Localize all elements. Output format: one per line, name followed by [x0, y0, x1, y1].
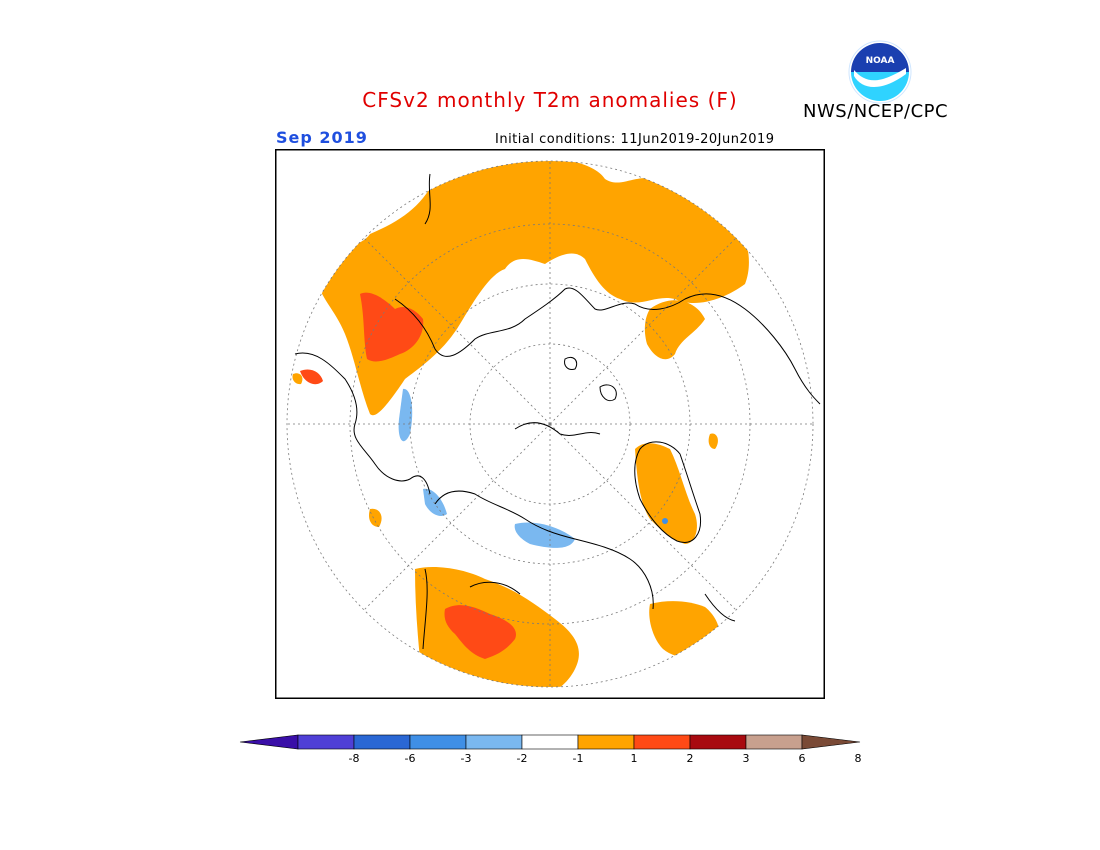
colorbar-tick-label: -3 [461, 752, 472, 765]
anomaly-shading [292, 161, 749, 687]
colorbar-tick-label: 8 [855, 752, 862, 765]
colorbar-box [465, 734, 523, 750]
polar-anomaly-map [275, 149, 825, 699]
map-border [275, 149, 825, 699]
colorbar-box [353, 734, 411, 750]
colorbar-tick-label: -6 [405, 752, 416, 765]
colorbar-box [745, 734, 803, 750]
target-month-label: Sep 2019 [276, 128, 368, 147]
colorbar-tick-label: -8 [349, 752, 360, 765]
alaska-cool-patch [423, 488, 447, 516]
colorbar-box [409, 734, 467, 750]
europe-warm-region [644, 300, 705, 360]
north-america-hot-core [444, 605, 516, 659]
graticule [286, 160, 814, 688]
colorbar-tick-label: 3 [743, 752, 750, 765]
chart-title: CFSv2 monthly T2m anomalies (F) [362, 88, 738, 112]
greenland-warm-region [635, 443, 697, 544]
siberia-hot-core [360, 292, 424, 362]
colorbar-box [633, 734, 691, 750]
colorbar-box [521, 734, 579, 750]
coastlines [294, 173, 821, 650]
colorbar-tick-label: 1 [631, 752, 638, 765]
colorbar-tick-label: -2 [517, 752, 528, 765]
arctic-archipelago-cool-patch [514, 522, 575, 548]
colorbar-box [689, 734, 747, 750]
colorbar-tick-label: 6 [799, 752, 806, 765]
initial-conditions-label: Initial conditions: 11Jun2019-20Jun2019 [495, 132, 775, 147]
colorbar-arrow-low [239, 734, 299, 750]
colorbar-box [577, 734, 635, 750]
noaa-logo-icon: NOAA [848, 40, 912, 104]
colorbar-arrow-high [801, 734, 861, 750]
colorbar-box [297, 734, 355, 750]
colorbar-tick-label: 2 [687, 752, 694, 765]
colorbar: -8 -6 -3 -2 -1 1 2 3 6 8 [239, 734, 862, 765]
logo-text: NOAA [866, 56, 895, 66]
siberia-warm-region [315, 161, 749, 416]
colorbar-tick-label: -1 [573, 752, 584, 765]
agency-label: NWS/NCEP/CPC [803, 101, 949, 122]
